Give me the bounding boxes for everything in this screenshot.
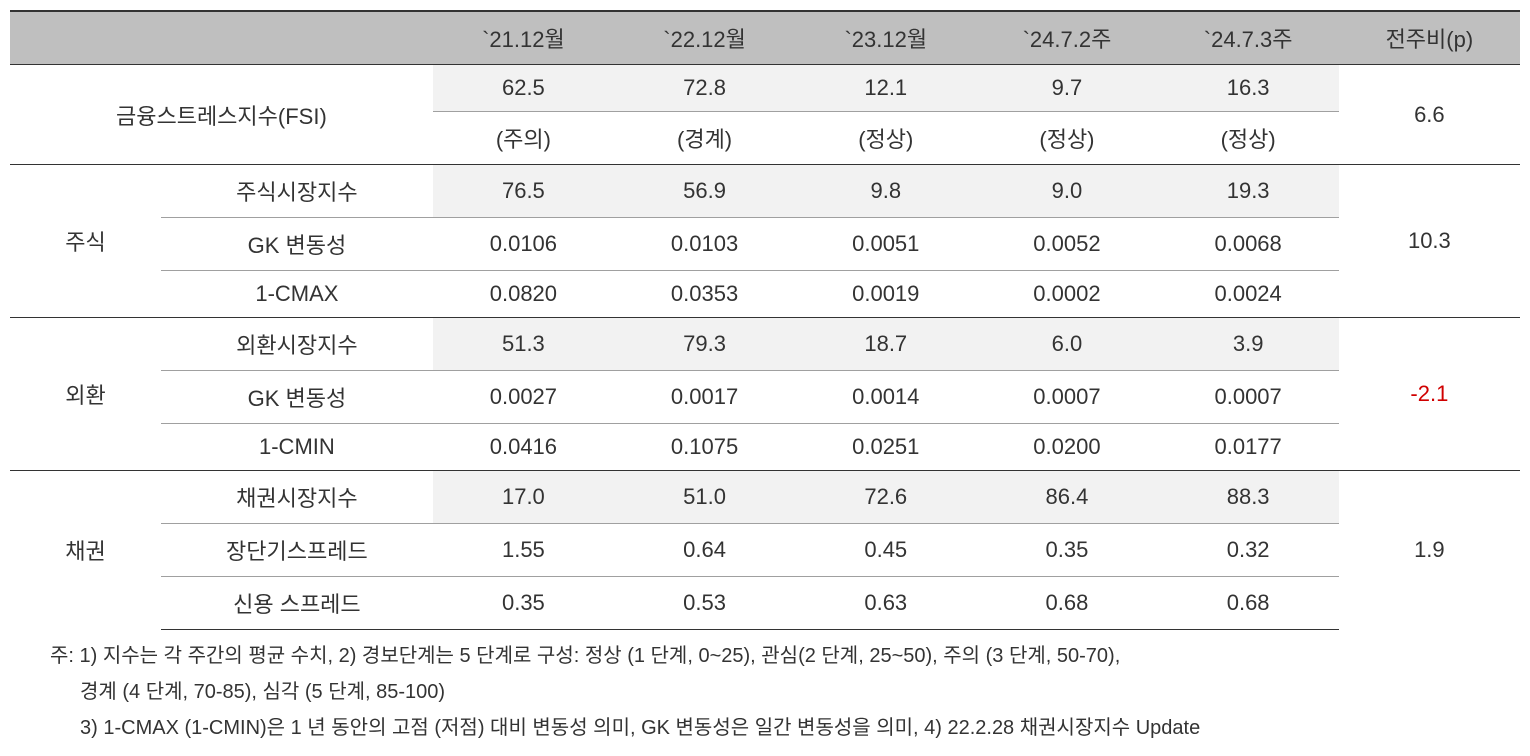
fx-r2-v2: 0.0017 — [614, 371, 795, 424]
fx-r3-label: 1-CMIN — [161, 424, 433, 471]
header-c6: 전주비(p) — [1339, 11, 1520, 65]
fsi-diff: 6.6 — [1339, 65, 1520, 165]
stock-r3-v4: 0.0002 — [976, 271, 1157, 318]
fx-cat: 외환 — [10, 318, 161, 471]
bond-r2-v3: 0.45 — [795, 524, 976, 577]
stock-row-1: 주식 주식시장지수 76.5 56.9 9.8 9.0 19.3 10.3 — [10, 165, 1520, 218]
stock-cat: 주식 — [10, 165, 161, 318]
fx-r1-v5: 3.9 — [1158, 318, 1339, 371]
fsi-s4: (정상) — [976, 112, 1157, 165]
fsi-v4: 9.7 — [976, 65, 1157, 112]
bond-r3-v1: 0.35 — [433, 577, 614, 630]
stock-r1-v2: 56.9 — [614, 165, 795, 218]
bond-r1-v5: 88.3 — [1158, 471, 1339, 524]
footnote-2: 경계 (4 단계, 70-85), 심각 (5 단계, 85-100) — [50, 674, 1500, 710]
fsi-value-row: 금융스트레스지수(FSI) 62.5 72.8 12.1 9.7 16.3 6.… — [10, 65, 1520, 112]
stock-r2-v4: 0.0052 — [976, 218, 1157, 271]
fsi-s5: (정상) — [1158, 112, 1339, 165]
fsi-v5: 16.3 — [1158, 65, 1339, 112]
bond-r2-label: 장단기스프레드 — [161, 524, 433, 577]
bond-r3-v2: 0.53 — [614, 577, 795, 630]
stock-r2-v2: 0.0103 — [614, 218, 795, 271]
stock-r3-v5: 0.0024 — [1158, 271, 1339, 318]
fx-r3-v4: 0.0200 — [976, 424, 1157, 471]
bond-row-1: 채권 채권시장지수 17.0 51.0 72.6 86.4 88.3 1.9 — [10, 471, 1520, 524]
fx-r2-v4: 0.0007 — [976, 371, 1157, 424]
stock-r3-v2: 0.0353 — [614, 271, 795, 318]
bond-cat: 채권 — [10, 471, 161, 630]
header-c2: `22.12월 — [614, 11, 795, 65]
stock-r2-v5: 0.0068 — [1158, 218, 1339, 271]
footnotes: 주: 1) 지수는 각 주간의 평균 수치, 2) 경보단계는 5 단계로 구성… — [10, 630, 1520, 746]
stock-r2-label: GK 변동성 — [161, 218, 433, 271]
stock-r1-v5: 19.3 — [1158, 165, 1339, 218]
bond-r2-v2: 0.64 — [614, 524, 795, 577]
header-c3: `23.12월 — [795, 11, 976, 65]
fx-row-1: 외환 외환시장지수 51.3 79.3 18.7 6.0 3.9 -2.1 — [10, 318, 1520, 371]
fsi-v3: 12.1 — [795, 65, 976, 112]
bond-r2-v5: 0.32 — [1158, 524, 1339, 577]
stock-r1-label: 주식시장지수 — [161, 165, 433, 218]
stock-r2-v1: 0.0106 — [433, 218, 614, 271]
header-c4: `24.7.2주 — [976, 11, 1157, 65]
stock-r2-v3: 0.0051 — [795, 218, 976, 271]
stock-r1-v4: 9.0 — [976, 165, 1157, 218]
fx-r2-label: GK 변동성 — [161, 371, 433, 424]
fsi-s3: (정상) — [795, 112, 976, 165]
fsi-s2: (경계) — [614, 112, 795, 165]
bond-row-3: 신용 스프레드 0.35 0.53 0.63 0.68 0.68 — [10, 577, 1520, 630]
bond-r3-label: 신용 스프레드 — [161, 577, 433, 630]
fsi-v1: 62.5 — [433, 65, 614, 112]
stock-r1-v1: 76.5 — [433, 165, 614, 218]
bond-r1-v2: 51.0 — [614, 471, 795, 524]
fx-row-3: 1-CMIN 0.0416 0.1075 0.0251 0.0200 0.017… — [10, 424, 1520, 471]
header-blank — [10, 11, 433, 65]
footnote-3: 3) 1-CMAX (1-CMIN)은 1 년 동안의 고점 (저점) 대비 변… — [50, 710, 1500, 746]
header-c1: `21.12월 — [433, 11, 614, 65]
fx-r2-v5: 0.0007 — [1158, 371, 1339, 424]
fsi-s1: (주의) — [433, 112, 614, 165]
fx-r1-v3: 18.7 — [795, 318, 976, 371]
stock-r3-v1: 0.0820 — [433, 271, 614, 318]
bond-r2-v4: 0.35 — [976, 524, 1157, 577]
fx-r3-v2: 0.1075 — [614, 424, 795, 471]
fx-r3-v5: 0.0177 — [1158, 424, 1339, 471]
fx-r1-v2: 79.3 — [614, 318, 795, 371]
fx-r1-v1: 51.3 — [433, 318, 614, 371]
header-c5: `24.7.3주 — [1158, 11, 1339, 65]
stock-r3-v3: 0.0019 — [795, 271, 976, 318]
fx-r3-v3: 0.0251 — [795, 424, 976, 471]
bond-r1-label: 채권시장지수 — [161, 471, 433, 524]
fx-r3-v1: 0.0416 — [433, 424, 614, 471]
bond-row-2: 장단기스프레드 1.55 0.64 0.45 0.35 0.32 — [10, 524, 1520, 577]
fx-r1-label: 외환시장지수 — [161, 318, 433, 371]
bond-diff: 1.9 — [1339, 471, 1520, 630]
bond-r1-v1: 17.0 — [433, 471, 614, 524]
bond-r1-v4: 86.4 — [976, 471, 1157, 524]
fx-row-2: GK 변동성 0.0027 0.0017 0.0014 0.0007 0.000… — [10, 371, 1520, 424]
fsi-v2: 72.8 — [614, 65, 795, 112]
footnote-1: 주: 1) 지수는 각 주간의 평균 수치, 2) 경보단계는 5 단계로 구성… — [50, 638, 1500, 674]
fx-r1-v4: 6.0 — [976, 318, 1157, 371]
fsi-label: 금융스트레스지수(FSI) — [10, 65, 433, 165]
stock-r3-label: 1-CMAX — [161, 271, 433, 318]
header-row: `21.12월 `22.12월 `23.12월 `24.7.2주 `24.7.3… — [10, 11, 1520, 65]
bond-r3-v4: 0.68 — [976, 577, 1157, 630]
stock-r1-v3: 9.8 — [795, 165, 976, 218]
bond-r1-v3: 72.6 — [795, 471, 976, 524]
fx-r2-v3: 0.0014 — [795, 371, 976, 424]
stock-row-3: 1-CMAX 0.0820 0.0353 0.0019 0.0002 0.002… — [10, 271, 1520, 318]
bond-r3-v3: 0.63 — [795, 577, 976, 630]
fsi-table: `21.12월 `22.12월 `23.12월 `24.7.2주 `24.7.3… — [10, 10, 1520, 630]
fx-r2-v1: 0.0027 — [433, 371, 614, 424]
bond-r2-v1: 1.55 — [433, 524, 614, 577]
bond-r3-v5: 0.68 — [1158, 577, 1339, 630]
fx-diff: -2.1 — [1339, 318, 1520, 471]
stock-diff: 10.3 — [1339, 165, 1520, 318]
stock-row-2: GK 변동성 0.0106 0.0103 0.0051 0.0052 0.006… — [10, 218, 1520, 271]
